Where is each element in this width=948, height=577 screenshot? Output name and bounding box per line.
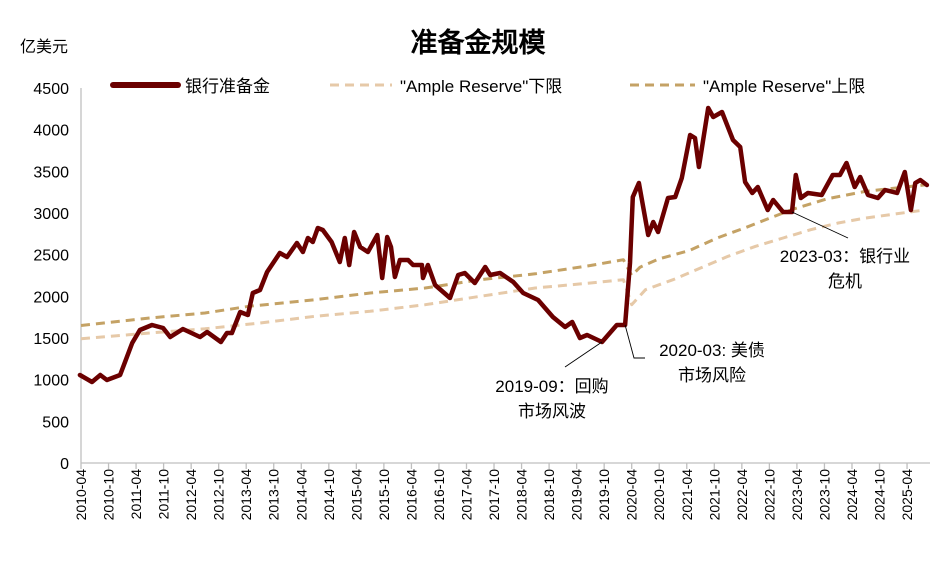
x-tick-label: 2016-04 [403, 469, 419, 521]
annotation-leader-line [564, 341, 603, 368]
y-tick-label: 2000 [33, 289, 69, 306]
y-axis-unit-label: 亿美元 [20, 38, 68, 56]
annotation-text: 市场风波 [518, 402, 586, 421]
y-tick-label: 1500 [33, 331, 69, 348]
x-tick-label: 2025-04 [899, 469, 915, 521]
y-tick-label: 3000 [33, 206, 69, 223]
annotation-text: 危机 [828, 272, 862, 291]
x-tick-label: 2013-10 [266, 469, 282, 521]
x-tick-label: 2019-04 [569, 469, 585, 521]
annotation-text: 2023-03：银行业 [780, 247, 910, 266]
x-tick-label: 2016-10 [431, 469, 447, 521]
x-tick-label: 2019-10 [596, 469, 612, 521]
legend-label-2: "Ample Reserve"上限 [703, 77, 865, 96]
x-tick-label: 2022-04 [734, 469, 750, 521]
y-tick-label: 500 [42, 414, 69, 431]
x-tick-label: 2023-10 [816, 469, 832, 521]
annotation-text: 市场风险 [678, 366, 746, 385]
x-tick-label: 2015-10 [376, 469, 392, 521]
annotation-leader-line [624, 324, 645, 359]
x-tick-label: 2018-10 [541, 469, 557, 521]
axes: 0 500 1000 1500 2000 2500 3000 3500 4000 4500 2010… [33, 81, 930, 520]
x-tick-label: 2024-10 [872, 469, 888, 521]
y-tick-label: 1000 [33, 373, 69, 390]
x-tick-label: 2010-10 [101, 469, 117, 521]
y-tick-label: 0 [60, 456, 69, 473]
annotation-text: 2019-09：回购 [495, 377, 608, 396]
x-tick-label: 2021-10 [706, 469, 722, 521]
x-tick-label: 2020-10 [651, 469, 667, 521]
chart-title: 准备金规模 [411, 27, 546, 58]
series-group [77, 105, 930, 385]
y-tick-label: 2500 [33, 248, 69, 265]
x-tick-label: 2012-04 [183, 469, 199, 521]
x-tick-label: 2013-04 [238, 469, 254, 521]
x-tick-label: 2010-04 [73, 469, 89, 521]
x-tick-label: 2024-04 [844, 469, 860, 521]
legend-label-0: 银行准备金 [185, 77, 270, 96]
x-tick-label: 2014-04 [293, 469, 309, 521]
series-line-0 [77, 105, 930, 385]
x-tick-label: 2011-04 [128, 469, 144, 520]
x-tick-label: 2023-04 [789, 469, 805, 521]
legend: 银行准备金 "Ample Reserve"下限 "Ample Reserve"上限 [110, 77, 865, 96]
x-tick-label: 2014-10 [321, 469, 337, 521]
x-tick-label: 2017-10 [486, 469, 502, 521]
annotation-leader-line [791, 211, 849, 239]
x-tick-label: 2021-04 [679, 469, 695, 521]
y-tick-label: 3500 [33, 164, 69, 181]
legend-label-1: "Ample Reserve"下限 [400, 77, 562, 96]
x-tick-label: 2012-10 [211, 469, 227, 521]
x-tick-label: 2022-10 [761, 469, 777, 521]
y-tick-label: 4500 [33, 81, 69, 98]
x-tick-label: 2011-10 [156, 469, 172, 520]
annotation-text: 2020-03: 美债 [659, 341, 765, 360]
x-tick-label: 2020-04 [624, 469, 640, 521]
x-tick-label: 2017-04 [458, 469, 474, 521]
x-tick-label: 2018-04 [514, 469, 530, 521]
y-tick-label: 4000 [33, 123, 69, 140]
x-tick-label: 2015-04 [348, 469, 364, 521]
